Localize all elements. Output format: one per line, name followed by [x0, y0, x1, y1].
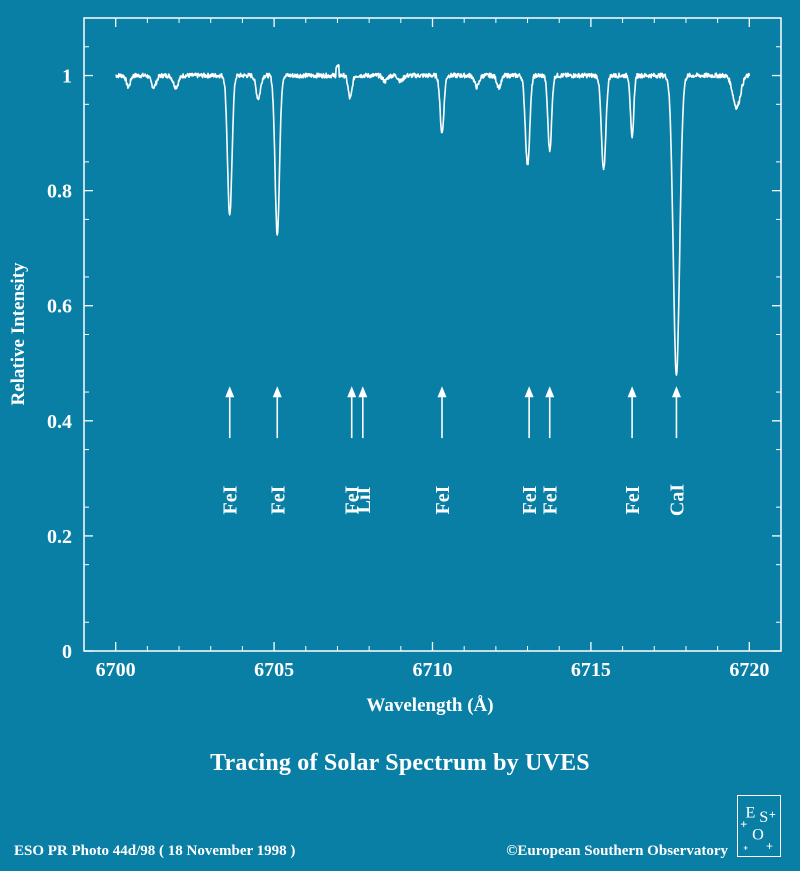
line-marker-arrow [671, 386, 681, 439]
line-marker-arrow [437, 386, 447, 439]
y-tick-label: 0.2 [47, 526, 72, 548]
line-label: CaI [666, 484, 688, 516]
y-tick-label: 0 [62, 641, 72, 663]
x-tick-labels: 6700 6705 6710 6715 6720 [96, 659, 770, 681]
line-label: FeI [220, 485, 242, 514]
y-tick-labels: 0 0.2 0.4 0.6 0.8 1 [47, 66, 72, 663]
line-label: FeI [432, 485, 454, 514]
plot-frame [83, 17, 782, 652]
line-marker-arrow [627, 386, 637, 439]
copyright: ©European Southern Observatory [506, 843, 728, 859]
x-tick-label: 6720 [729, 659, 769, 681]
line-marker-arrow [272, 386, 282, 439]
x-tick-label: 6710 [413, 659, 453, 681]
photo-id: ESO PR Photo 44d/98 ( 18 November 1998 ) [14, 843, 296, 859]
line-label: FeI [342, 485, 364, 514]
x-tick-label: 6715 [571, 659, 611, 681]
y-axis-label: Relative Intensity [8, 262, 29, 406]
figure-caption: Tracing of Solar Spectrum by UVES [210, 750, 590, 776]
eso-logo: E S O [737, 795, 781, 857]
x-tick-label: 6700 [96, 659, 136, 681]
line-marker-arrow [225, 386, 235, 439]
spectrum-line [115, 63, 751, 376]
svg-text:O: O [752, 825, 764, 843]
line-label: FeI [519, 485, 541, 514]
y-tick-label: 0.6 [47, 296, 72, 318]
line-label: LiI [353, 486, 375, 513]
line-markers [225, 386, 681, 439]
line-marker-arrow [358, 386, 368, 439]
line-label: FeI [540, 485, 562, 514]
svg-text:S: S [759, 808, 768, 826]
y-tick-label: 0.8 [47, 181, 72, 203]
line-marker-arrow [347, 386, 357, 439]
x-tick-label: 6705 [254, 659, 294, 681]
y-tick-label: 0.4 [47, 411, 72, 433]
line-label: FeI [622, 485, 644, 514]
line-label: FeI [267, 485, 289, 514]
x-axis-label: Wavelength (Å) [366, 695, 493, 716]
line-marker-arrow [524, 386, 534, 439]
axis-ticks [83, 18, 782, 652]
y-tick-label: 1 [62, 66, 72, 88]
line-marker-arrow [545, 386, 555, 439]
svg-text:E: E [745, 803, 755, 821]
